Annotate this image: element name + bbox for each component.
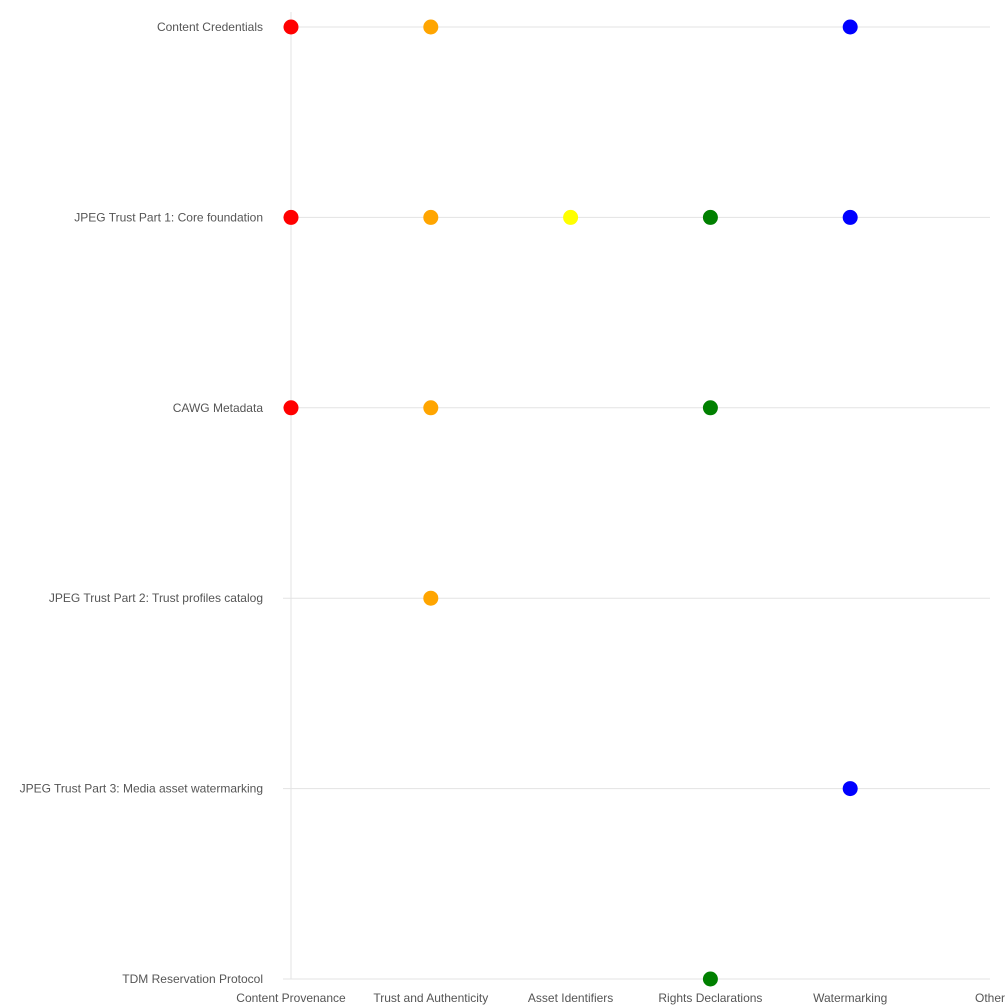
data-point [563, 209, 579, 225]
row-label: JPEG Trust Part 1: Core foundation [74, 210, 263, 224]
row-label: JPEG Trust Part 2: Trust profiles catalo… [49, 591, 263, 605]
grid-lines [283, 12, 990, 980]
row-labels: Content Credentials JPEG Trust Part 1: Co… [20, 20, 264, 986]
data-point [842, 781, 858, 797]
column-label: Rights Declarations [658, 991, 762, 1005]
row-label: Content Credentials [157, 20, 263, 34]
column-label: Other [975, 991, 1005, 1005]
data-point [423, 209, 439, 225]
data-point [423, 400, 439, 416]
data-point [283, 19, 299, 35]
data-points [283, 19, 858, 987]
column-label: Watermarking [813, 991, 887, 1005]
data-point [702, 400, 718, 416]
data-point [702, 971, 718, 987]
row-label: TDM Reservation Protocol [122, 972, 263, 986]
column-label: Trust and Authenticity [373, 991, 488, 1005]
data-point [842, 209, 858, 225]
column-label: Content Provenance [236, 991, 346, 1005]
data-point [842, 19, 858, 35]
column-label: Asset Identifiers [528, 991, 613, 1005]
data-point [423, 19, 439, 35]
data-point [283, 209, 299, 225]
column-labels: Content Provenance Trust and Authenticity… [236, 991, 1005, 1005]
data-point [702, 209, 718, 225]
row-label: JPEG Trust Part 3: Media asset watermark… [20, 782, 263, 796]
data-point [423, 590, 439, 606]
data-point [283, 400, 299, 416]
row-label: CAWG Metadata [173, 401, 264, 415]
